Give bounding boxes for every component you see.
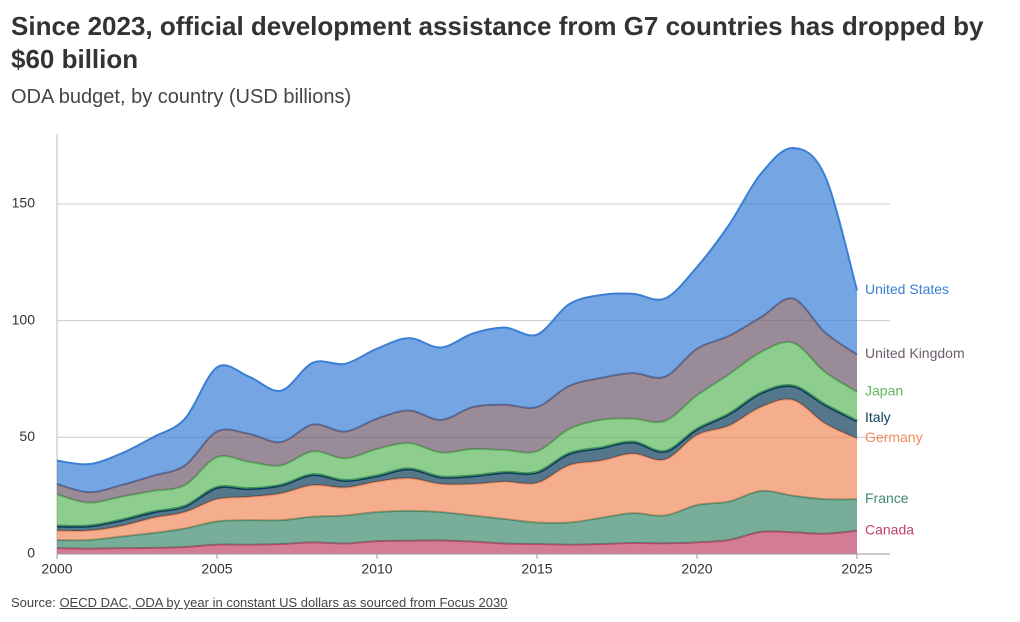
series-label: United Kingdom (865, 345, 965, 361)
chart-title: Since 2023, official development assista… (11, 11, 984, 74)
source: Source: OECD DAC, ODA by year in constan… (11, 595, 507, 610)
area-line (56, 146, 858, 466)
series-label: France (865, 490, 909, 506)
series-label: Canada (865, 521, 914, 537)
area (57, 298, 857, 503)
series-label: Germany (865, 429, 923, 445)
y-tick-label: 100 (12, 311, 36, 327)
x-tick-label: 2015 (521, 561, 552, 577)
y-tick-label: 50 (19, 428, 35, 444)
series-label: Japan (865, 383, 903, 399)
chart-subtitle: ODA budget, by country (USD billions) (11, 86, 352, 108)
source-link[interactable]: OECD DAC, ODA by year in constant US dol… (59, 595, 508, 610)
series-label: Italy (865, 409, 891, 425)
area (57, 530, 857, 554)
source-prefix: Source: (11, 595, 56, 610)
area (57, 490, 857, 549)
area (57, 147, 857, 493)
area (57, 399, 857, 541)
chart: 0 50 100 150 Canada France Germany Italy Japan Un… (12, 134, 965, 577)
x-tick-label: 2000 (41, 561, 72, 577)
series-label: United States (865, 281, 949, 297)
x-tick-label: 2020 (681, 561, 712, 577)
x-tick-label: 2025 (841, 561, 872, 577)
area (57, 342, 857, 527)
y-tick-label: 0 (27, 545, 35, 561)
x-tick-label: 2005 (201, 561, 232, 577)
area (57, 385, 857, 532)
x-tick-label: 2010 (361, 561, 392, 577)
y-tick-label: 150 (12, 195, 36, 211)
